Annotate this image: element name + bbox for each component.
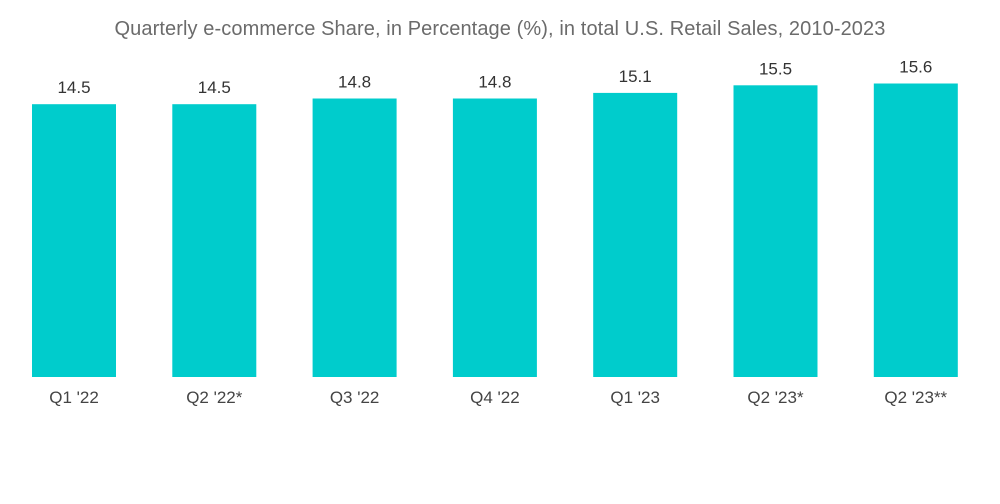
- category-labels-layer: Q1 '22 Q2 '22* Q3 '22 Q4 '22 Q1 '23 Q2 '23* Q2…: [49, 388, 947, 407]
- category-label-0: Q1 '22: [49, 388, 99, 407]
- category-label-1: Q2 '22*: [186, 388, 243, 407]
- bar-1: [172, 104, 257, 377]
- bar-6: [873, 83, 958, 377]
- bar-4: [593, 92, 678, 378]
- value-label-2: 14.8: [338, 73, 371, 92]
- value-label-1: 14.5: [198, 78, 231, 97]
- value-label-3: 14.8: [478, 73, 511, 92]
- bar-5: [733, 85, 818, 378]
- value-label-5: 15.5: [759, 59, 792, 78]
- bars-layer: [32, 83, 958, 378]
- bar-3: [452, 98, 537, 377]
- bar-2: [312, 98, 397, 377]
- category-label-2: Q3 '22: [330, 388, 380, 407]
- chart-title: Quarterly e-commerce Share, in Percentag…: [114, 18, 886, 40]
- value-labels-layer: 14.5 14.5 14.8 14.8 15.1 15.5 15.6: [57, 58, 932, 98]
- category-label-4: Q1 '23: [610, 388, 660, 407]
- category-label-6: Q2 '23**: [884, 388, 947, 407]
- value-label-6: 15.6: [899, 58, 932, 77]
- bar-0: [32, 104, 116, 377]
- category-label-5: Q2 '23*: [747, 388, 804, 407]
- value-label-4: 15.1: [619, 67, 652, 86]
- value-label-0: 14.5: [57, 78, 90, 97]
- category-label-3: Q4 '22: [470, 388, 520, 407]
